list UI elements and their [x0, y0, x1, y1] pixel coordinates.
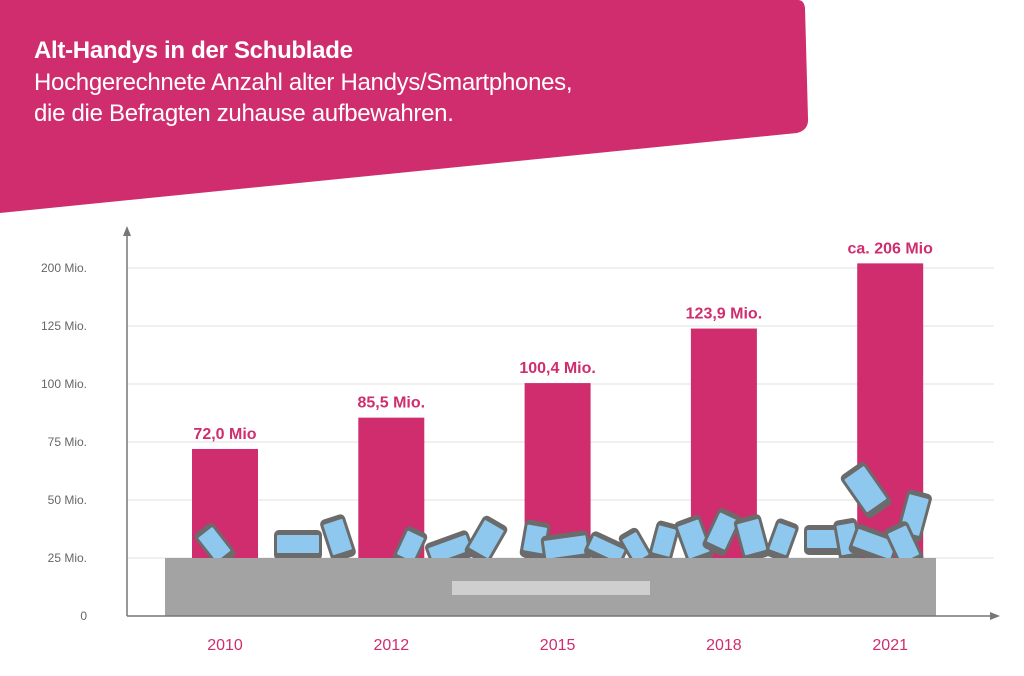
- data-label-2021: ca. 206 Mio: [848, 240, 934, 257]
- axes: [123, 226, 1000, 620]
- y-tick-label: 75 Mio.: [48, 435, 87, 449]
- old-phone-icon: [765, 518, 799, 562]
- x-tick-label-2018: 2018: [706, 637, 742, 654]
- phone-screen: [769, 523, 796, 556]
- old-phone-icon: [392, 526, 428, 568]
- data-label-2018: 123,9 Mio.: [686, 306, 762, 323]
- header-banner: [0, 0, 809, 213]
- banner-shape: [0, 0, 809, 213]
- phone-screen: [469, 520, 504, 559]
- phone-screen: [844, 466, 887, 513]
- phone-screen: [588, 535, 625, 563]
- old-phone-icon: [648, 520, 680, 564]
- old-phone-icon: [194, 523, 236, 567]
- old-phone-icon: [320, 514, 356, 562]
- phone-screen: [737, 518, 767, 556]
- drawer: [165, 558, 936, 616]
- x-axis-arrow-icon: [990, 612, 1000, 620]
- data-labels: 72,0 Mio 85,5 Mio. 100,4 Mio. 123,9 Mio. ca.…: [193, 240, 933, 443]
- phone-screen: [323, 519, 352, 556]
- y-tick-label: 200 Mio.: [41, 261, 87, 275]
- x-axis-category-labels: 2010 2012 2015 2018 2021: [207, 637, 908, 654]
- phone-screen: [543, 535, 588, 559]
- y-tick-label: 50 Mio.: [48, 493, 87, 507]
- phone-screen: [677, 519, 710, 559]
- data-label-2012: 85,5 Mio.: [358, 395, 426, 412]
- old-phone-icon: [840, 462, 892, 518]
- x-tick-label-2012: 2012: [374, 637, 410, 654]
- old-phone-icon: [464, 515, 508, 565]
- chart-title: Alt-Handys in der Schublade: [34, 37, 353, 64]
- chart-subtitle-line-2: die die Befragten zuhause aufbewahren.: [34, 100, 454, 127]
- x-tick-label-2021: 2021: [872, 637, 908, 654]
- old-phone-icon: [274, 530, 322, 560]
- phone-screen: [523, 524, 548, 554]
- y-tick-label: 25 Mio.: [48, 551, 87, 565]
- data-label-2010: 72,0 Mio: [193, 426, 256, 443]
- y-tick-label: 100 Mio.: [41, 377, 87, 391]
- drawer-handle: [452, 581, 650, 595]
- data-label-2015: 100,4 Mio.: [519, 360, 595, 377]
- phone-screen: [706, 512, 738, 550]
- old-phone-icon: [702, 508, 742, 556]
- phone-screen: [888, 525, 920, 563]
- phone-screen: [198, 527, 231, 562]
- phone-screen: [852, 529, 896, 560]
- y-axis-tick-labels: 0 25 Mio. 50 Mio. 75 Mio. 100 Mio. 125 Mio. 20…: [41, 261, 87, 623]
- y-axis-arrow-icon: [123, 226, 131, 236]
- phone-screen: [428, 534, 471, 564]
- phone-screen: [397, 530, 424, 562]
- old-phone-icon: [733, 514, 771, 562]
- old-phone-icon: [884, 521, 924, 569]
- x-tick-label-2010: 2010: [207, 637, 243, 654]
- x-tick-label-2015: 2015: [540, 637, 576, 654]
- phone-screen: [277, 535, 319, 553]
- phone-screen: [652, 525, 677, 557]
- y-tick-label: 125 Mio.: [41, 319, 87, 333]
- old-phone-icon: [674, 515, 714, 565]
- chart-subtitle-line-1: Hochgerechnete Anzahl alter Handys/Smart…: [34, 69, 573, 96]
- y-tick-label: 0: [80, 609, 87, 623]
- phone-screen: [622, 532, 649, 563]
- old-phone-icon: [540, 530, 592, 566]
- old-phones-pile: [194, 462, 932, 570]
